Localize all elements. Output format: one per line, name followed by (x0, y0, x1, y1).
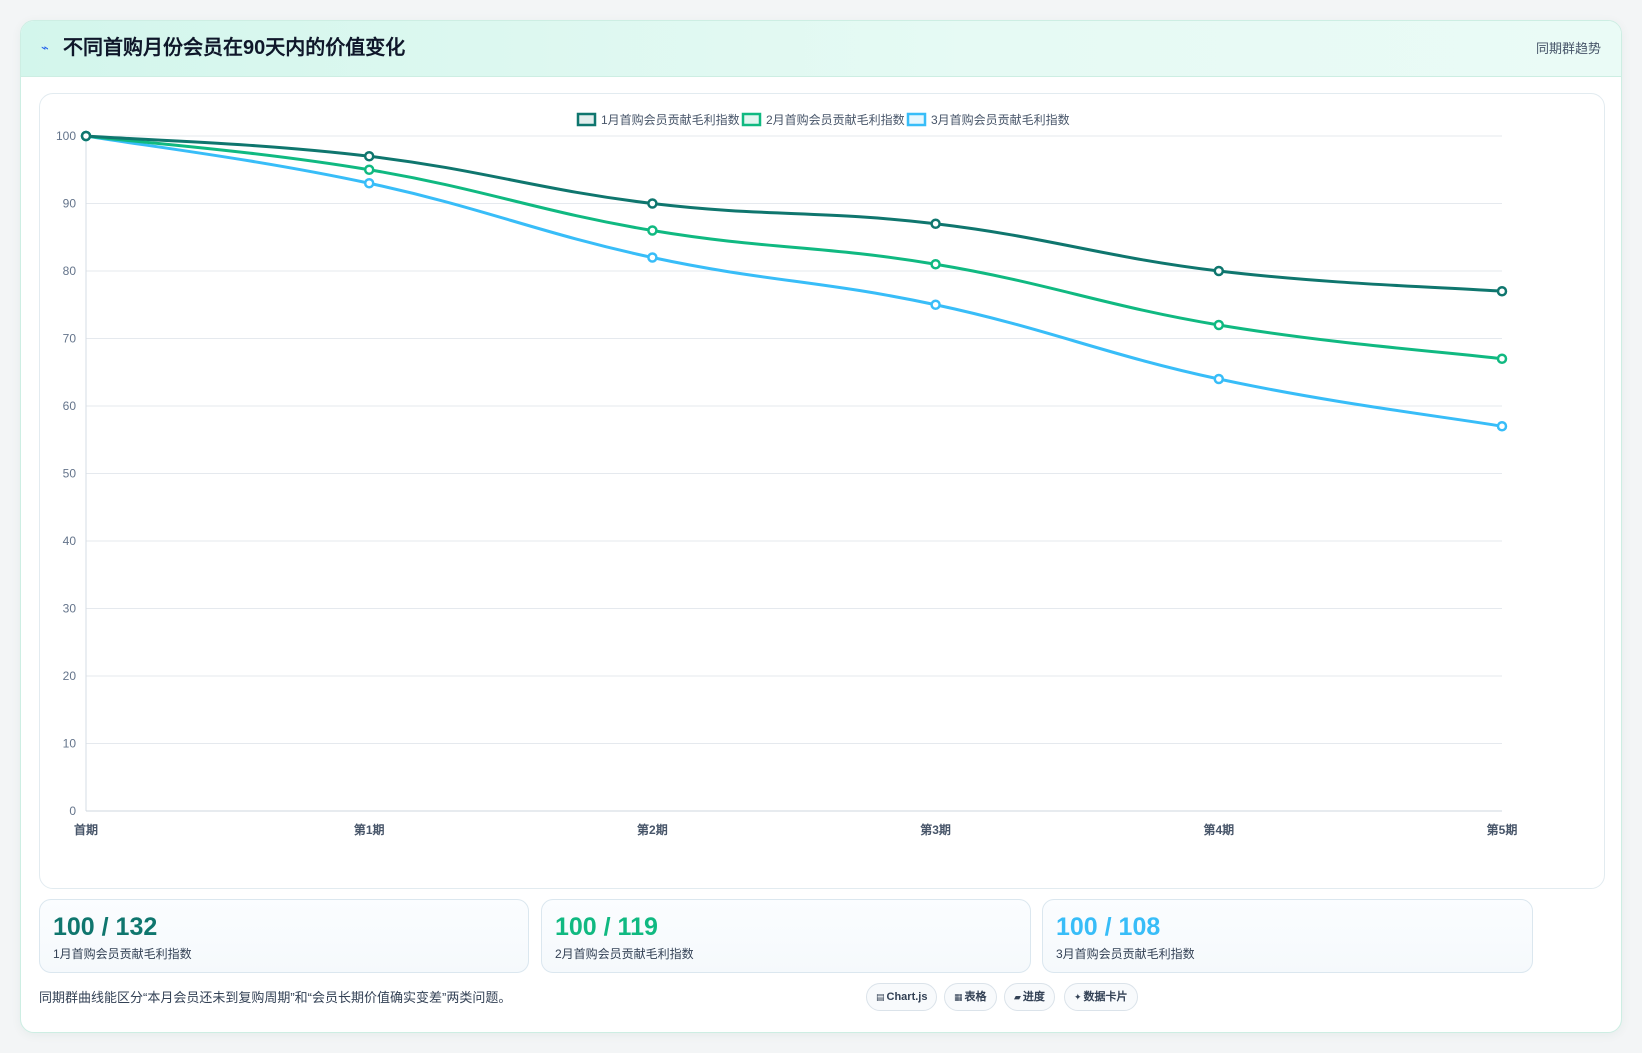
trend-icon: ⌁ (41, 40, 49, 55)
data-point (1496, 353, 1508, 364)
data-point (1213, 373, 1225, 385)
data-point (647, 252, 658, 263)
y-tick-label: 70 (63, 332, 77, 346)
chart-panel: ⌁ 不同首购月份会员在90天内的价值变化 同期群趋势 0 10 20 30 40 50 60… (20, 20, 1622, 1033)
y-tick-label: 90 (63, 197, 77, 211)
legend-swatch (741, 112, 762, 127)
data-point (1213, 319, 1225, 331)
stat-label: 2月首购会员贡献毛利指数 (555, 947, 694, 961)
data-point (1496, 421, 1508, 432)
chip-label: Chart.js (886, 991, 928, 1003)
panel-header: ⌁ 不同首购月份会员在90天内的价值变化 同期群趋势 (21, 21, 1621, 77)
stat-card-jan: 100 / 132 1月首购会员贡献毛利指数 (39, 899, 529, 973)
x-tick-label: 第3期 (920, 822, 951, 837)
data-point (647, 198, 658, 209)
y-tick-label: 10 (63, 737, 77, 751)
y-tick-label: 60 (63, 399, 77, 413)
stat-card-mar: 100 / 108 3月首购会员贡献毛利指数 (1042, 899, 1533, 973)
stat-label: 3月首购会员贡献毛利指数 (1056, 947, 1195, 961)
chart-card: 0 10 20 30 40 50 60 70 80 90 100 首期 第1期 第2期 第3期 第4期 第5期 1… (39, 93, 1605, 889)
chip-table[interactable]: ▦ 表格 (944, 983, 997, 1011)
chip-data-card[interactable]: ✦ 数据卡片 (1064, 983, 1138, 1011)
x-tick-label: 第5期 (1487, 822, 1518, 837)
data-point (1496, 286, 1508, 297)
series-line (85, 134, 1503, 428)
chip-label: 进度 (1022, 991, 1045, 1003)
stat-value: 100 / 132 (53, 913, 158, 941)
x-tick-label: 首期 (74, 822, 98, 837)
legend-swatch (906, 112, 927, 127)
footer-note: 同期群曲线能区分“本月会员还未到复购周期”和“会员长期价值确实变差”两类问题。 (39, 990, 512, 1005)
y-tick-label: 20 (63, 669, 77, 683)
stat-label: 1月首购会员贡献毛利指数 (53, 947, 192, 961)
x-tick-label: 第2期 (637, 822, 668, 837)
series-line (85, 134, 1503, 293)
x-tick-label: 第1期 (354, 822, 385, 837)
y-tick-label: 40 (63, 534, 77, 548)
y-tick-label: 80 (63, 264, 77, 278)
chart-icon: ▤ (876, 992, 885, 1002)
cohort-trend-tag: 同期群趋势 (1535, 41, 1601, 56)
data-point (363, 151, 375, 162)
stat-value: 100 / 108 (1056, 913, 1161, 941)
y-tick-label: 100 (56, 129, 76, 143)
chip-label: 表格 (964, 991, 987, 1003)
legend-swatch (576, 112, 597, 127)
x-tick-label: 第4期 (1203, 822, 1234, 837)
data-point (80, 130, 92, 142)
panel-title: 不同首购月份会员在90天内的价值变化 (63, 37, 406, 59)
line-chart: 0 10 20 30 40 50 60 70 80 90 100 首期 第1期 第2期 第3期 第4期 第5期 1… (56, 112, 1518, 837)
table-icon: ▦ (954, 992, 963, 1002)
data-point (647, 225, 658, 236)
chip-label: 数据卡片 (1083, 991, 1128, 1003)
chip-progress[interactable]: ▰ 进度 (1004, 983, 1055, 1011)
y-tick-label: 0 (69, 804, 76, 818)
data-point (930, 259, 941, 270)
y-tick-label: 30 (63, 602, 77, 616)
progress-icon: ▰ (1014, 992, 1021, 1002)
data-point (363, 164, 375, 175)
y-tick-label: 50 (63, 467, 77, 481)
chip-chartjs[interactable]: ▤ Chart.js (866, 983, 938, 1011)
legend-label: 2月首购会员贡献毛利指数 (766, 112, 905, 127)
series-line (85, 134, 1503, 361)
stat-card-feb: 100 / 119 2月首购会员贡献毛利指数 (541, 899, 1031, 973)
legend-label: 3月首购会员贡献毛利指数 (931, 112, 1070, 127)
data-point (930, 218, 941, 229)
data-point (363, 178, 375, 189)
legend-label: 1月首购会员贡献毛利指数 (601, 112, 740, 127)
stat-value: 100 / 119 (555, 913, 658, 941)
data-point (930, 299, 941, 310)
sparkle-icon: ✦ (1074, 992, 1082, 1002)
data-point (1213, 265, 1225, 277)
